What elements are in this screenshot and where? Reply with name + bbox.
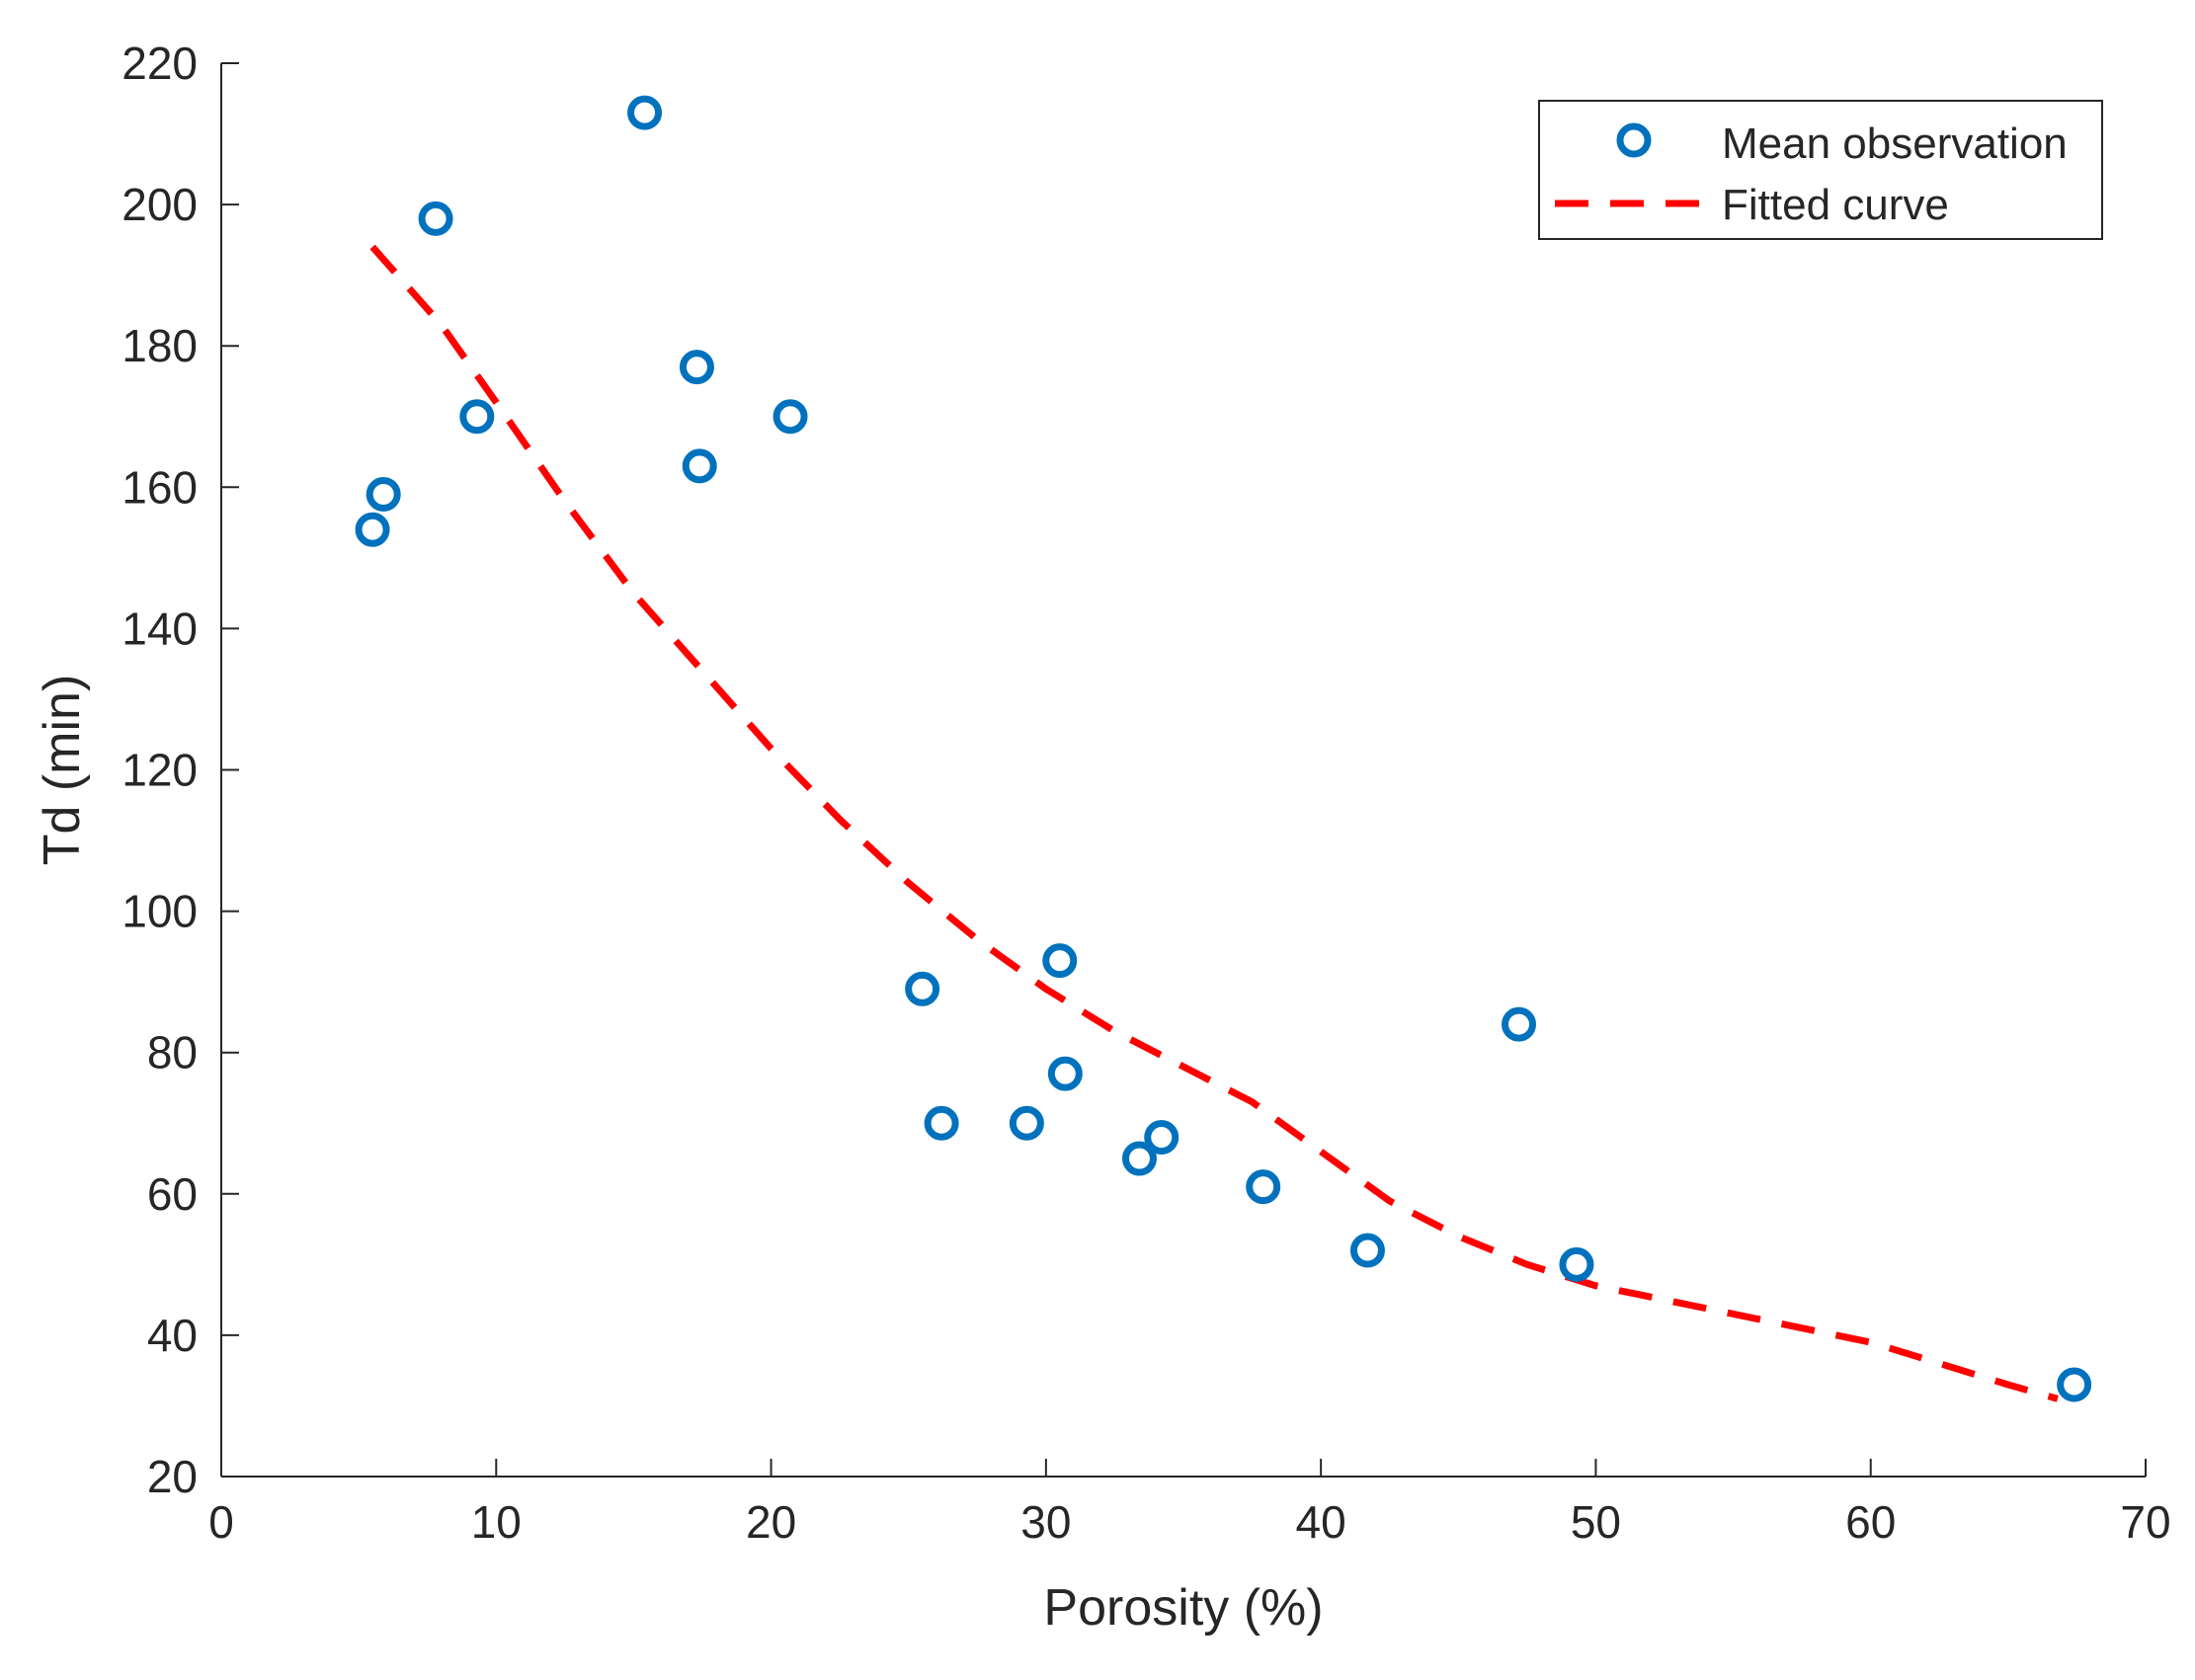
y-tick-label: 180 [122,320,198,371]
y-tick-label: 40 [147,1310,198,1361]
y-tick-label: 60 [147,1168,198,1220]
x-axis-label: Porosity (%) [1043,1579,1323,1637]
y-tick-label: 200 [122,179,198,230]
y-tick-label: 220 [122,38,198,89]
observation-point [1502,1006,1537,1042]
observation-point [1121,1141,1157,1176]
x-tick-label: 20 [746,1496,796,1548]
observation-point [1047,1056,1083,1091]
legend-marker-sample [1616,122,1652,158]
observation-point [1009,1105,1044,1141]
observation-point [1246,1169,1281,1205]
y-tick-label: 20 [147,1451,198,1502]
observation-point [924,1105,959,1141]
y-tick-label: 120 [122,745,198,796]
x-tick-label: 10 [471,1496,522,1548]
x-tick-label: 70 [2120,1496,2170,1548]
observation-point [459,399,495,435]
observation-point [366,476,401,512]
y-tick-label: 140 [122,602,198,654]
x-tick-label: 50 [1571,1496,1621,1548]
legend-label: Fitted curve [1722,181,1949,229]
observation-point [772,399,808,435]
x-tick-label: 60 [1845,1496,1896,1548]
observation-point [682,448,717,484]
observation-point [627,95,663,130]
observation-point [1559,1246,1594,1282]
y-tick-label: 160 [122,461,198,513]
x-tick-label: 40 [1296,1496,1346,1548]
observation-point [679,350,714,385]
observation-point [418,200,453,236]
y-tick-label: 80 [147,1027,198,1079]
observation-point [905,971,940,1006]
fitted-curve-line [369,244,2059,1402]
observation-point [1144,1120,1179,1156]
y-tick-label: 100 [122,886,198,937]
observation-point [1349,1233,1385,1268]
observation-point [2057,1367,2092,1402]
x-tick-label: 30 [1020,1496,1071,1548]
x-tick-label: 0 [208,1496,234,1548]
legend-box [1538,100,2103,240]
legend-label: Mean observation [1722,120,2068,168]
observation-point [355,512,390,547]
y-axis-label: Td (min) [34,675,91,866]
observation-point [1042,943,1078,979]
